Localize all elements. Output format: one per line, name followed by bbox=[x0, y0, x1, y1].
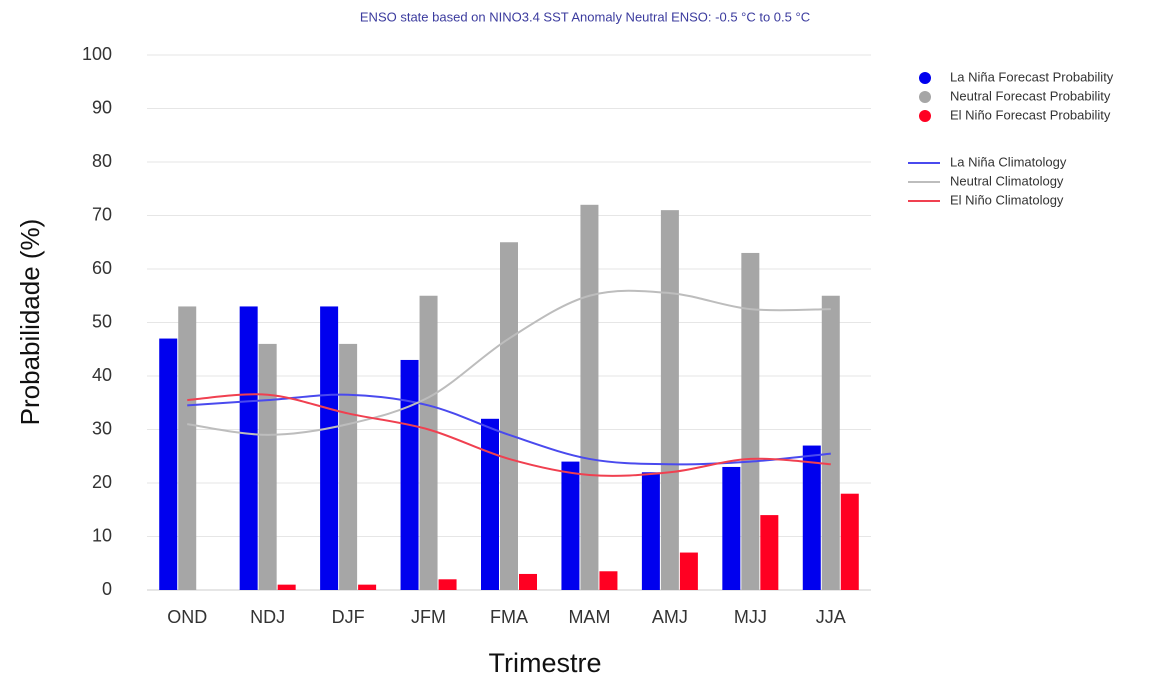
bar bbox=[358, 584, 377, 590]
y-tick-label: 0 bbox=[102, 579, 112, 599]
y-tick-label: 100 bbox=[82, 44, 112, 64]
y-tick-label: 70 bbox=[92, 204, 112, 224]
bar bbox=[760, 515, 779, 590]
bar bbox=[500, 242, 518, 590]
legend-marker bbox=[919, 91, 931, 103]
bar bbox=[641, 472, 660, 590]
legend-label: El Niño Climatology bbox=[950, 192, 1064, 207]
legend-label: Neutral Forecast Probability bbox=[950, 88, 1111, 103]
y-tick-label: 60 bbox=[92, 258, 112, 278]
y-tick-label: 80 bbox=[92, 151, 112, 171]
bar bbox=[339, 343, 358, 590]
bar bbox=[741, 252, 760, 590]
bar bbox=[580, 204, 599, 591]
legend-label: El Niño Forecast Probability bbox=[950, 107, 1111, 122]
bar bbox=[481, 418, 499, 590]
bar bbox=[438, 579, 457, 590]
bar bbox=[840, 493, 859, 590]
bar bbox=[722, 466, 741, 590]
bar bbox=[519, 573, 537, 590]
bar bbox=[419, 295, 438, 590]
y-axis-label: Probabilidade (%) bbox=[15, 219, 45, 426]
bar bbox=[178, 306, 197, 590]
legend-label: La Niña Forecast Probability bbox=[950, 69, 1114, 84]
bar bbox=[277, 584, 296, 590]
bar bbox=[660, 210, 679, 590]
x-tick-label: MJJ bbox=[734, 607, 767, 627]
legend-label: Neutral Climatology bbox=[950, 173, 1064, 188]
x-axis-label: Trimestre bbox=[489, 648, 602, 678]
x-tick-label: JFM bbox=[411, 607, 446, 627]
bar bbox=[821, 295, 840, 590]
y-tick-label: 50 bbox=[92, 311, 112, 331]
climatology-line bbox=[187, 393, 831, 477]
bar bbox=[258, 343, 277, 590]
x-tick-label: DJF bbox=[332, 607, 365, 627]
x-tick-label: JJA bbox=[816, 607, 846, 627]
x-tick-label: MAM bbox=[568, 607, 610, 627]
legend-marker bbox=[919, 110, 931, 122]
y-tick-label: 90 bbox=[92, 97, 112, 117]
bar bbox=[239, 306, 258, 590]
bar bbox=[320, 306, 339, 590]
y-tick-label: 10 bbox=[92, 525, 112, 545]
chart-title: ENSO state based on NINO3.4 SST Anomaly … bbox=[360, 9, 810, 24]
x-tick-label: AMJ bbox=[652, 607, 688, 627]
y-tick-label: 20 bbox=[92, 472, 112, 492]
bar bbox=[159, 338, 178, 590]
x-tick-label: OND bbox=[167, 607, 207, 627]
legend-label: La Niña Climatology bbox=[950, 154, 1067, 169]
y-tick-label: 40 bbox=[92, 365, 112, 385]
bar bbox=[599, 571, 618, 590]
legend-marker bbox=[919, 72, 931, 84]
x-tick-label: FMA bbox=[490, 607, 528, 627]
y-tick-label: 30 bbox=[92, 418, 112, 438]
climatology-line bbox=[187, 289, 831, 436]
x-tick-label: NDJ bbox=[250, 607, 285, 627]
bar bbox=[802, 445, 821, 590]
bar bbox=[561, 461, 580, 590]
bar bbox=[679, 552, 698, 590]
bar bbox=[400, 359, 419, 590]
